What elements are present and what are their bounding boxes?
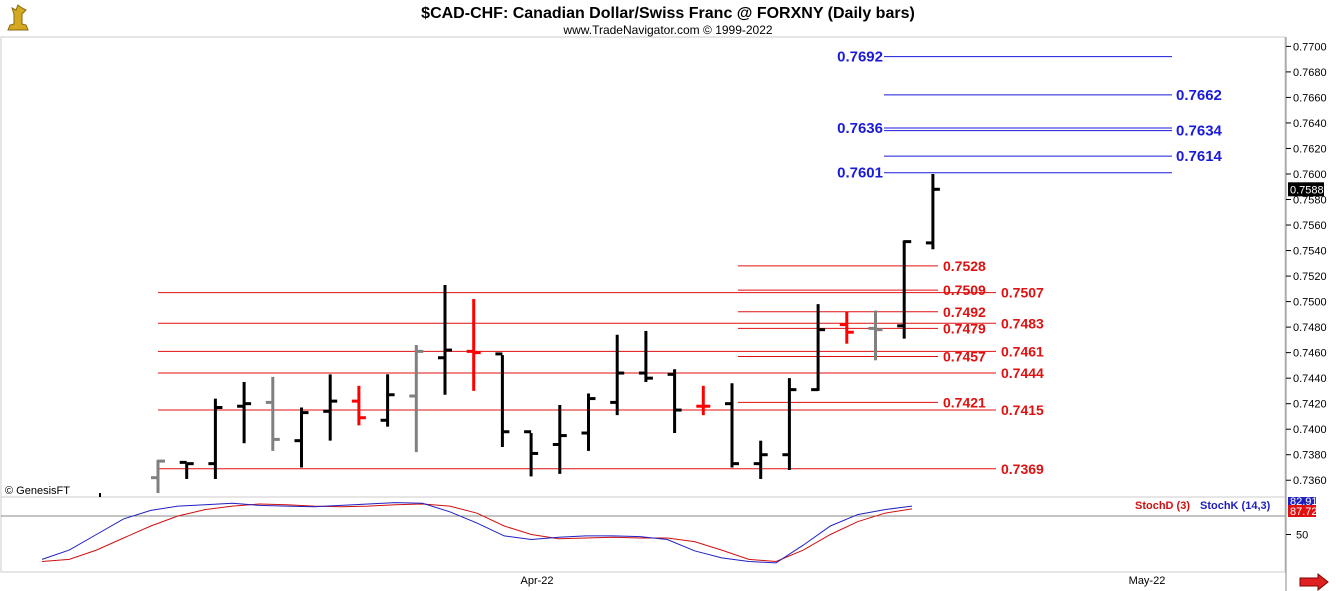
y-tick-label: 0.7360 bbox=[1293, 475, 1327, 487]
ohlc-bar bbox=[323, 374, 338, 441]
level-label: 0.7444 bbox=[1001, 365, 1044, 381]
last-price-label: 0.7588 bbox=[1290, 184, 1324, 196]
level-label: 0.7507 bbox=[1001, 285, 1044, 301]
stoch-d-value-box bbox=[1288, 505, 1316, 517]
price-bars bbox=[99, 173, 940, 497]
ohlc-bar bbox=[438, 285, 452, 395]
y-tick-label: 0.7520 bbox=[1293, 271, 1327, 283]
ohlc-bar bbox=[782, 378, 797, 471]
gold-figure-logo-icon bbox=[3, 3, 33, 33]
chart-title: $CAD-CHF: Canadian Dollar/Swiss Franc @ … bbox=[421, 5, 915, 22]
stoch-y-tick-label: 50 bbox=[1296, 530, 1308, 542]
level-label: 0.7457 bbox=[943, 348, 986, 364]
stoch-d-line bbox=[41, 503, 913, 563]
ohlc-bar bbox=[151, 459, 165, 493]
red-arrow-right-icon[interactable] bbox=[1299, 572, 1329, 591]
ohlc-bar bbox=[409, 344, 424, 453]
y-tick-label: 0.7680 bbox=[1293, 67, 1327, 79]
y-tick-label: 0.7660 bbox=[1293, 92, 1327, 104]
y-tick-label: 0.7560 bbox=[1293, 220, 1327, 232]
stoch-k-line bbox=[41, 502, 913, 564]
level-label: 0.7479 bbox=[943, 320, 986, 336]
ohlc-bar bbox=[351, 385, 366, 426]
price-y-axis: 0.7700 0.7680 0.7660 0.7640 0.7620 0.7600 0.75… bbox=[1286, 41, 1327, 487]
level-label: 0.7509 bbox=[943, 282, 986, 298]
stoch-d-value: 87.72 bbox=[1290, 506, 1318, 518]
x-axis-label: May-22 bbox=[1129, 575, 1166, 587]
ohlc-bar bbox=[495, 352, 510, 448]
level-label: 0.7636 bbox=[837, 120, 883, 137]
level-label: 0.7614 bbox=[1176, 148, 1223, 165]
ohlc-bar bbox=[610, 334, 625, 416]
level-label: 0.7461 bbox=[1001, 343, 1044, 359]
ohlc-bar bbox=[897, 240, 912, 339]
ohlc-bar bbox=[524, 430, 539, 477]
ohlc-bar bbox=[581, 393, 596, 451]
stoch-k-legend: StochK (14,3) bbox=[1200, 500, 1271, 512]
ohlc-bar bbox=[868, 310, 883, 361]
ohlc-bar bbox=[811, 304, 826, 392]
level-lines: 0.7692 0.7662 0.7636 0.7634 0.7614 0.7601 0.75… bbox=[158, 49, 1223, 477]
stoch-panel-frame bbox=[0, 496, 1286, 573]
y-tick-label: 0.7640 bbox=[1293, 118, 1327, 130]
y-tick-label: 0.7700 bbox=[1293, 41, 1327, 53]
y-tick-label: 0.7420 bbox=[1293, 399, 1327, 411]
ohlc-bar bbox=[925, 173, 940, 250]
y-tick-label: 0.7580 bbox=[1293, 195, 1327, 207]
level-label: 0.7692 bbox=[837, 49, 883, 66]
level-label: 0.7369 bbox=[1001, 461, 1044, 477]
level-label: 0.7492 bbox=[943, 304, 986, 320]
y-tick-label: 0.7620 bbox=[1293, 143, 1327, 155]
y-tick-label: 0.7400 bbox=[1293, 424, 1327, 436]
y-tick-label: 0.7480 bbox=[1293, 322, 1327, 334]
ohlc-bar bbox=[696, 385, 711, 416]
level-label: 0.7483 bbox=[1001, 315, 1044, 331]
ohlc-bar bbox=[638, 330, 653, 382]
ohlc-bar bbox=[237, 381, 252, 444]
y-tick-label: 0.7540 bbox=[1293, 246, 1327, 258]
chart-subtitle: www.TradeNavigator.com © 1999-2022 bbox=[562, 23, 772, 37]
ohlc-bar bbox=[667, 369, 682, 434]
level-label: 0.7662 bbox=[1176, 87, 1222, 104]
ohlc-bar bbox=[208, 398, 223, 479]
ohlc-bar bbox=[380, 374, 395, 427]
level-label: 0.7421 bbox=[943, 394, 986, 410]
ohlc-bar bbox=[753, 440, 768, 479]
ohlc-bar bbox=[265, 376, 280, 451]
y-tick-label: 0.7460 bbox=[1293, 348, 1327, 360]
copyright-label: © GenesisFT bbox=[5, 485, 70, 497]
level-label: 0.7634 bbox=[1176, 123, 1223, 140]
y-tick-label: 0.7500 bbox=[1293, 297, 1327, 309]
level-label: 0.7415 bbox=[1001, 402, 1044, 418]
level-label: 0.7528 bbox=[943, 258, 986, 274]
x-axis-label: Apr-22 bbox=[520, 575, 553, 587]
ohlc-bar bbox=[179, 460, 194, 479]
y-tick-label: 0.7600 bbox=[1293, 169, 1327, 181]
stoch-k-value-box bbox=[1288, 497, 1316, 506]
last-price-box bbox=[1288, 182, 1324, 197]
y-tick-label: 0.7440 bbox=[1293, 373, 1327, 385]
level-label: 0.7601 bbox=[837, 165, 883, 182]
ohlc-bar bbox=[466, 299, 481, 391]
ohlc-bar bbox=[725, 383, 739, 468]
y-tick-label: 0.7380 bbox=[1293, 450, 1327, 462]
ohlc-bar bbox=[552, 404, 567, 474]
ohlc-bar bbox=[839, 311, 854, 344]
ohlc-bar bbox=[294, 407, 309, 468]
price-panel-frame bbox=[0, 36, 1286, 498]
stoch-d-legend: StochD (3) bbox=[1135, 500, 1190, 512]
